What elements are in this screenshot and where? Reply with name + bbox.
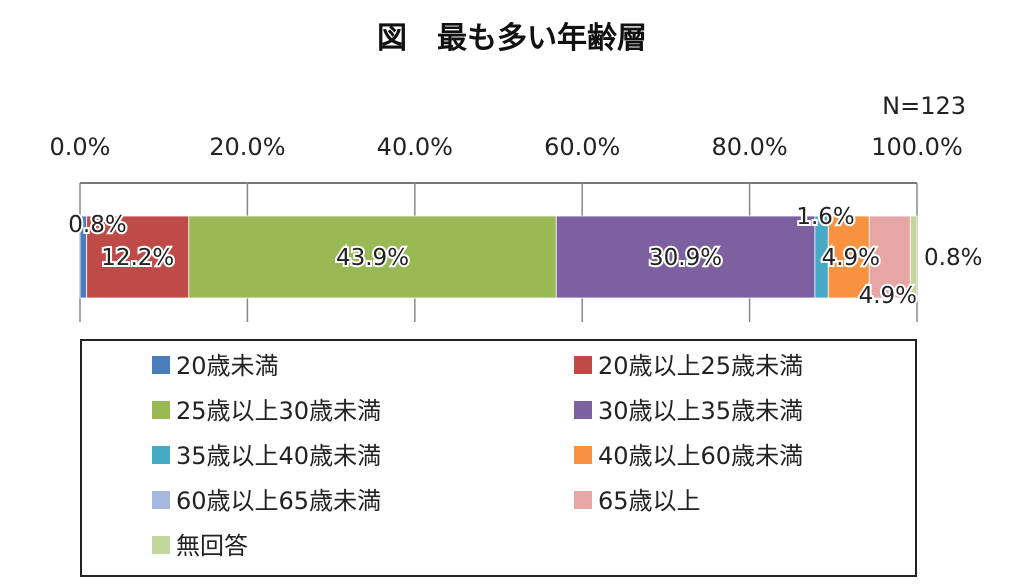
sample-size-label: N=123 bbox=[882, 92, 966, 120]
legend-entry: 65歳以上 bbox=[598, 487, 701, 515]
legend-swatch bbox=[574, 401, 592, 419]
bar-segment bbox=[188, 215, 557, 299]
data-label: 4.9% bbox=[859, 283, 917, 309]
data-label: 0.8% bbox=[68, 212, 126, 238]
x-tick-label: 0.0% bbox=[50, 133, 111, 161]
bar-segment bbox=[827, 215, 870, 299]
legend-swatch bbox=[152, 356, 170, 374]
stacked-bar bbox=[79, 215, 918, 299]
data-label: 4.9% bbox=[822, 245, 880, 271]
x-tick-label: 20.0% bbox=[209, 133, 285, 161]
legend-swatch bbox=[574, 356, 592, 374]
data-labels: 0.8% 12.2% 43.9% 30.9% 1.6% 4.9% 4.9% 0.8% bbox=[66, 202, 984, 311]
data-label: 30.9% bbox=[649, 245, 722, 271]
legend-entry: 20歳未満 bbox=[176, 352, 279, 380]
legend-swatch bbox=[574, 491, 592, 509]
legend-swatch bbox=[152, 401, 170, 419]
x-tick-label: 60.0% bbox=[544, 133, 620, 161]
legend-entry: 無回答 bbox=[176, 532, 248, 560]
data-label: 43.9% bbox=[336, 245, 409, 271]
legend-swatch bbox=[152, 491, 170, 509]
chart-title: 図 最も多い年齢層 bbox=[377, 21, 647, 56]
bar-segment bbox=[909, 215, 918, 299]
legend-entry: 25歳以上30歳未満 bbox=[176, 397, 381, 425]
legend-entry: 35歳以上40歳未満 bbox=[176, 442, 381, 470]
x-tick-label: 100.0% bbox=[871, 133, 963, 161]
legend-entry: 40歳以上60歳未満 bbox=[598, 442, 803, 470]
legend-entry: 20歳以上25歳未満 bbox=[598, 352, 803, 380]
bar-segment bbox=[86, 215, 190, 299]
data-label: 12.2% bbox=[101, 245, 174, 271]
legend-swatch bbox=[574, 446, 592, 464]
legend-swatch bbox=[152, 536, 170, 554]
legend-box bbox=[80, 339, 917, 577]
x-axis: 0.0% 20.0% 40.0% 60.0% 80.0% 100.0% bbox=[50, 133, 963, 322]
x-tick-label: 80.0% bbox=[711, 133, 787, 161]
legend-entry: 60歳以上65歳未満 bbox=[176, 487, 381, 515]
legend: 20歳未満 20歳以上25歳未満 25歳以上30歳未満 30歳以上35歳未満 35歳以上… bbox=[80, 339, 917, 577]
legend-entry: 30歳以上35歳未満 bbox=[598, 397, 803, 425]
legend-swatch bbox=[152, 446, 170, 464]
data-label: 1.6% bbox=[796, 204, 854, 230]
x-tick-label: 40.0% bbox=[377, 133, 453, 161]
data-label: 0.8% bbox=[924, 245, 982, 271]
